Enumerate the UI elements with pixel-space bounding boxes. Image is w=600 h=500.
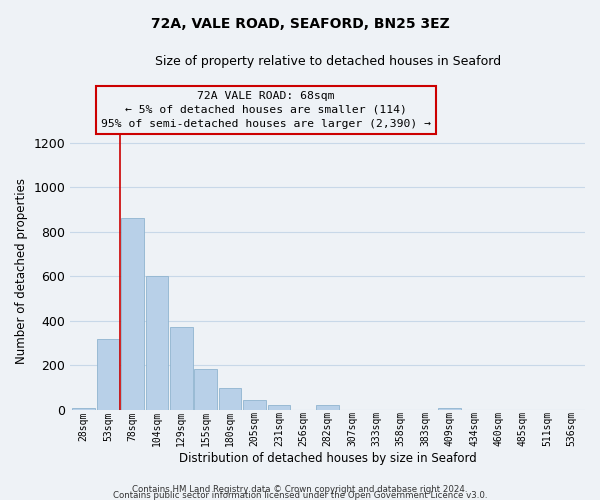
Text: 72A VALE ROAD: 68sqm
← 5% of detached houses are smaller (114)
95% of semi-detac: 72A VALE ROAD: 68sqm ← 5% of detached ho…	[101, 91, 431, 129]
Bar	[97, 338, 119, 410]
Bar	[219, 388, 241, 410]
X-axis label: Distribution of detached houses by size in Seaford: Distribution of detached houses by size …	[179, 452, 476, 465]
Bar	[121, 218, 144, 410]
Bar	[316, 406, 339, 410]
Bar	[73, 408, 95, 410]
Text: Contains HM Land Registry data © Crown copyright and database right 2024.: Contains HM Land Registry data © Crown c…	[132, 484, 468, 494]
Bar	[243, 400, 266, 410]
Text: 72A, VALE ROAD, SEAFORD, BN25 3EZ: 72A, VALE ROAD, SEAFORD, BN25 3EZ	[151, 18, 449, 32]
Bar	[268, 406, 290, 410]
Bar	[439, 408, 461, 410]
Bar	[194, 368, 217, 410]
Title: Size of property relative to detached houses in Seaford: Size of property relative to detached ho…	[155, 55, 501, 68]
Y-axis label: Number of detached properties: Number of detached properties	[15, 178, 28, 364]
Bar	[170, 328, 193, 410]
Text: Contains public sector information licensed under the Open Government Licence v3: Contains public sector information licen…	[113, 490, 487, 500]
Bar	[146, 276, 168, 410]
